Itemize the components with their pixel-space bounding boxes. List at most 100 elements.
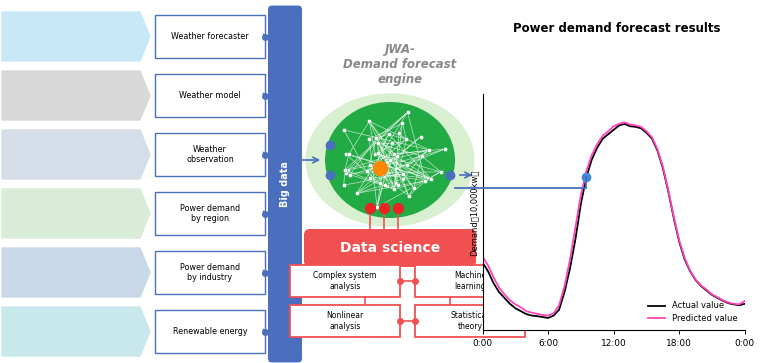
Predicted value [675, 238, 684, 242]
Actual value [642, 131, 651, 135]
Predicted value [565, 257, 575, 262]
Text: Complex system
analysis: Complex system analysis [313, 271, 377, 291]
Predicted value [680, 256, 689, 260]
Predicted value [516, 305, 525, 310]
Predicted value [730, 302, 739, 306]
Actual value [505, 302, 515, 306]
Predicted value [511, 302, 520, 306]
Predicted value [587, 153, 597, 157]
Predicted value [543, 313, 553, 318]
Predicted value [610, 124, 619, 129]
Actual value [527, 313, 537, 318]
Predicted value [582, 169, 591, 173]
Actual value [516, 309, 525, 313]
Predicted value [489, 275, 498, 280]
Actual value [571, 237, 580, 241]
Text: Power demand forecast results: Power demand forecast results [513, 22, 721, 35]
Predicted value [658, 164, 667, 169]
Predicted value [505, 298, 515, 302]
Predicted value [631, 123, 640, 127]
Predicted value [576, 192, 585, 197]
Polygon shape [2, 307, 150, 356]
Predicted value [538, 313, 547, 317]
Predicted value [533, 311, 542, 316]
Actual value [598, 136, 607, 141]
Ellipse shape [325, 102, 455, 218]
Polygon shape [2, 189, 150, 238]
Predicted value [735, 302, 744, 306]
Predicted value [653, 147, 662, 151]
Predicted value [702, 287, 711, 292]
Actual value [691, 278, 700, 282]
Predicted value [696, 283, 705, 287]
Predicted value [555, 303, 564, 307]
Text: Power demand
by region: Power demand by region [180, 204, 240, 223]
Text: Statistical
theory: Statistical theory [451, 311, 489, 331]
Text: Weather
observation: Weather observation [186, 145, 234, 164]
Polygon shape [2, 71, 150, 120]
Polygon shape [2, 248, 150, 297]
Actual value [582, 175, 591, 179]
Bar [155, 74, 265, 117]
Actual value [560, 290, 569, 294]
Predicted value [500, 292, 509, 297]
Predicted value [603, 129, 613, 134]
Bar [290, 265, 400, 297]
Actual value [686, 269, 695, 274]
Actual value [538, 315, 547, 319]
Actual value [625, 124, 635, 129]
Actual value [565, 266, 575, 270]
Actual value [675, 240, 684, 244]
Text: Machine
learning: Machine learning [454, 271, 486, 291]
Bar [155, 133, 265, 176]
Actual value [483, 269, 492, 274]
Bar [155, 310, 265, 353]
Predicted value [713, 295, 722, 299]
Actual value [495, 290, 504, 294]
Predicted value [495, 285, 504, 290]
Actual value [670, 216, 679, 220]
Predicted value [686, 269, 695, 273]
Bar [415, 265, 525, 297]
Predicted value [620, 120, 629, 125]
Actual value [636, 126, 645, 130]
Predicted value [521, 309, 530, 313]
Actual value [653, 148, 662, 152]
Bar [290, 305, 400, 337]
Actual value [511, 306, 520, 310]
FancyBboxPatch shape [268, 5, 302, 362]
Predicted value [708, 292, 717, 297]
Actual value [696, 284, 705, 288]
Predicted value [718, 298, 727, 302]
Predicted value [724, 301, 733, 305]
Predicted value [598, 134, 607, 138]
Text: Nonlinear
analysis: Nonlinear analysis [326, 311, 363, 331]
Actual value [603, 132, 613, 136]
Bar [155, 192, 265, 235]
Actual value [615, 123, 624, 127]
Bar [155, 251, 265, 294]
Actual value [587, 157, 597, 162]
Actual value [500, 296, 509, 300]
Predicted value [670, 215, 679, 219]
Predicted value [691, 277, 700, 282]
Predicted value [625, 122, 635, 127]
Actual value [478, 260, 487, 265]
Predicted value [571, 225, 580, 229]
Ellipse shape [306, 93, 474, 227]
Actual value [620, 122, 629, 126]
Text: Renewable energy: Renewable energy [173, 327, 247, 336]
Text: Power demand
by industry: Power demand by industry [180, 263, 240, 282]
Predicted value [593, 142, 602, 146]
Actual value [740, 302, 749, 306]
Line: Predicted value: Predicted value [483, 122, 745, 315]
Actual value [718, 299, 727, 303]
Text: Big data: Big data [280, 161, 290, 207]
Actual value [658, 166, 667, 170]
Actual value [543, 316, 553, 320]
Actual value [702, 288, 711, 293]
Text: JWA-
Demand forecast
engine: JWA- Demand forecast engine [344, 44, 457, 86]
Predicted value [478, 254, 487, 259]
Predicted value [615, 122, 624, 126]
Actual value [610, 127, 619, 132]
